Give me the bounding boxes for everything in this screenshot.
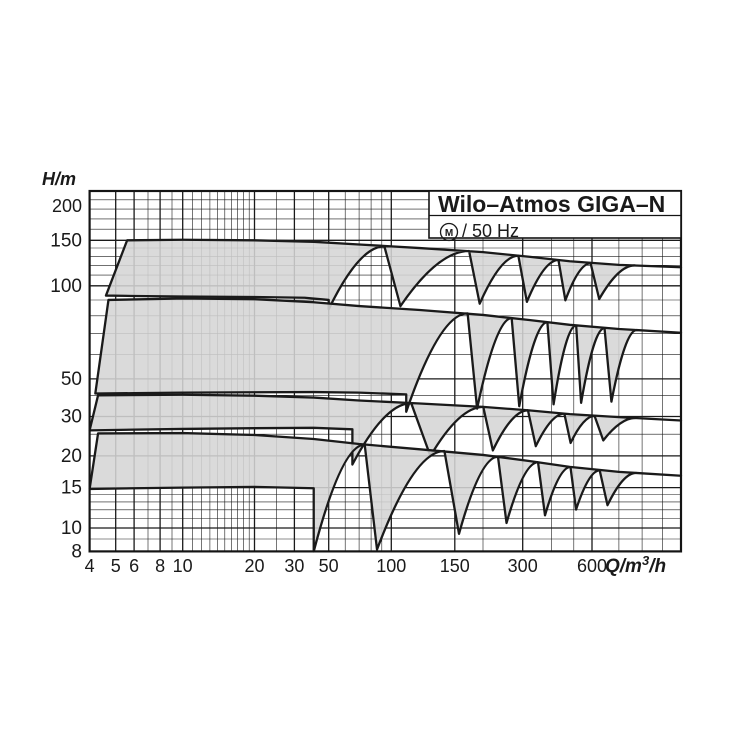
svg-text:8: 8 bbox=[155, 556, 165, 576]
svg-text:4: 4 bbox=[85, 556, 95, 576]
svg-text:30: 30 bbox=[61, 407, 82, 428]
svg-text:200: 200 bbox=[52, 196, 82, 216]
svg-text:50: 50 bbox=[61, 369, 82, 390]
svg-text:10: 10 bbox=[173, 556, 193, 576]
svg-text:15: 15 bbox=[61, 478, 82, 499]
svg-text:30: 30 bbox=[284, 556, 304, 576]
svg-text:6: 6 bbox=[129, 556, 139, 576]
svg-text:/ 50 Hz: / 50 Hz bbox=[462, 221, 519, 241]
svg-text:150: 150 bbox=[50, 230, 82, 251]
svg-text:20: 20 bbox=[61, 446, 82, 467]
svg-text:600: 600 bbox=[577, 556, 607, 576]
svg-text:150: 150 bbox=[440, 556, 470, 576]
svg-text:Wilo–Atmos GIGA–N: Wilo–Atmos GIGA–N bbox=[438, 191, 665, 217]
svg-text:10: 10 bbox=[61, 518, 82, 539]
svg-text:H/m: H/m bbox=[42, 169, 76, 189]
svg-text:100: 100 bbox=[50, 276, 82, 297]
svg-text:20: 20 bbox=[244, 556, 264, 576]
svg-text:8: 8 bbox=[71, 541, 82, 562]
svg-text:300: 300 bbox=[508, 556, 538, 576]
svg-text:M: M bbox=[445, 228, 453, 239]
svg-text:5: 5 bbox=[111, 556, 121, 576]
svg-text:100: 100 bbox=[376, 556, 406, 576]
svg-text:50: 50 bbox=[319, 556, 339, 576]
svg-text:Q/m3/h: Q/m3/h bbox=[605, 553, 666, 578]
